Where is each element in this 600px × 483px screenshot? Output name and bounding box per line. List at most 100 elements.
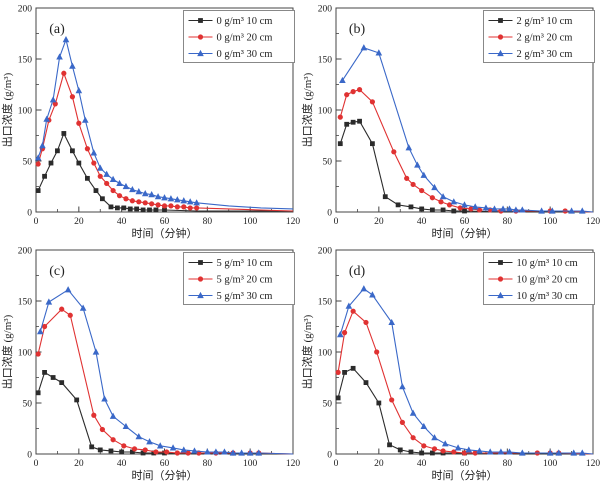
legend-entry: 10 g/m³ 20 cm (488, 275, 578, 286)
y-tick-label: 200 (318, 4, 333, 14)
data-point-marker (376, 400, 382, 406)
data-point-marker (395, 202, 401, 208)
data-point-marker (64, 286, 72, 293)
legend-entry: 2 g/m³ 20 cm (488, 33, 573, 44)
data-point-marker (499, 205, 507, 212)
legend-label: 0 g/m³ 20 cm (217, 33, 273, 44)
data-point-marker (472, 450, 478, 456)
data-point-marker (363, 319, 369, 326)
legend-label: 2 g/m³ 20 cm (517, 33, 573, 44)
data-point-marker (410, 435, 416, 441)
data-point-marker (387, 442, 392, 448)
data-point-marker (382, 194, 388, 200)
data-point-marker (43, 115, 51, 122)
data-point-marker (62, 36, 70, 43)
data-point-marker (116, 179, 123, 187)
data-point-marker (155, 202, 161, 208)
x-tick-label: 40 (117, 217, 127, 227)
legend-label: 5 g/m³ 20 cm (217, 275, 273, 286)
data-point-marker (161, 203, 168, 209)
y-axis-label: 出口浓度 (g/m³) (300, 72, 314, 147)
data-point-marker (519, 449, 526, 456)
series-polyline (37, 308, 294, 455)
series-polyline (337, 310, 594, 455)
data-point-marker (121, 205, 127, 211)
data-point-marker (482, 204, 490, 211)
data-point-marker (174, 196, 181, 203)
data-point-marker (344, 121, 350, 127)
data-point-marker (79, 304, 87, 311)
data-point-marker (420, 171, 428, 178)
legend-marker-icon (497, 276, 504, 282)
data-point-marker (429, 195, 435, 201)
data-point-marker (162, 207, 167, 213)
data-point-marker (69, 94, 76, 100)
data-point-marker (344, 92, 350, 98)
data-point-marker (110, 187, 116, 194)
chart-panel-c: 0 20 40 60 80 100 120 0 50 100 150 200 时间（分钟） 出口浓度 (g… (0, 246, 300, 482)
series-polyline (39, 289, 294, 455)
data-point-marker (465, 446, 473, 453)
data-point-marker (578, 207, 586, 214)
data-point-marker (439, 193, 447, 200)
data-point-marker (342, 370, 347, 375)
legend-entry: 5 g/m³ 10 cm (188, 258, 272, 269)
data-point-marker (461, 201, 468, 208)
y-tick-label: 50 (323, 157, 333, 167)
legend-marker-icon (197, 49, 204, 57)
data-point-marker (440, 207, 446, 213)
data-point-marker (341, 330, 348, 336)
x-tick-label: 20 (374, 459, 384, 469)
data-point-marker (75, 87, 83, 94)
data-point-marker (131, 446, 138, 452)
x-tick-label: 40 (417, 217, 427, 227)
data-point-marker (67, 312, 73, 318)
data-point-marker (506, 448, 513, 455)
data-point-marker (462, 208, 467, 214)
data-point-marker (59, 380, 65, 385)
legend: 2 g/m³ 10 cm 2 g/m³ 20 cm 2 g/m³ 30 cm (483, 10, 595, 63)
data-point-marker (164, 449, 170, 455)
x-tick-label: 100 (243, 217, 258, 227)
data-point-marker (255, 449, 263, 456)
data-point-marker (419, 206, 425, 212)
x-tick-label: 20 (74, 459, 84, 469)
legend-entry: 10 g/m³ 30 cm (488, 291, 578, 302)
data-point-marker (549, 207, 556, 214)
legend-marker-icon (498, 18, 503, 23)
data-point-marker (148, 191, 155, 198)
data-point-marker (451, 208, 457, 214)
x-tick-label: 80 (203, 217, 213, 227)
data-point-marker (153, 449, 159, 455)
data-point-marker (399, 383, 406, 390)
panel-label: (d) (349, 264, 366, 279)
data-point-marker (431, 446, 438, 452)
data-point-marker (91, 160, 97, 166)
data-point-marker (59, 306, 65, 312)
data-point-marker (153, 207, 159, 213)
data-point-marker (93, 188, 99, 193)
legend-marker-icon (197, 34, 204, 40)
data-point-marker (454, 444, 462, 451)
chart-panel-a: 0 20 40 60 80 100 120 0 50 100 150 200 时间（分钟） 出口浓度 (g… (0, 4, 300, 240)
data-point-marker (134, 206, 140, 212)
data-point-marker (538, 207, 545, 214)
data-point-marker (42, 370, 47, 375)
y-tick-label: 50 (323, 399, 333, 409)
data-point-marker (149, 201, 155, 207)
data-point-marker (457, 205, 463, 211)
data-point-marker (129, 185, 136, 193)
data-point-marker (187, 205, 193, 211)
data-point-marker (50, 375, 56, 380)
data-point-marker (429, 450, 435, 456)
x-tick-label: 80 (203, 459, 213, 469)
data-point-marker (337, 141, 343, 147)
data-point-marker (103, 170, 110, 177)
data-point-marker (109, 412, 117, 419)
legend-label: 2 g/m³ 10 cm (517, 16, 573, 27)
data-point-marker (431, 183, 438, 191)
series-polyline (339, 120, 593, 213)
data-point-marker (114, 205, 120, 211)
data-point-marker (96, 164, 104, 171)
x-tick-label: 60 (460, 459, 470, 469)
